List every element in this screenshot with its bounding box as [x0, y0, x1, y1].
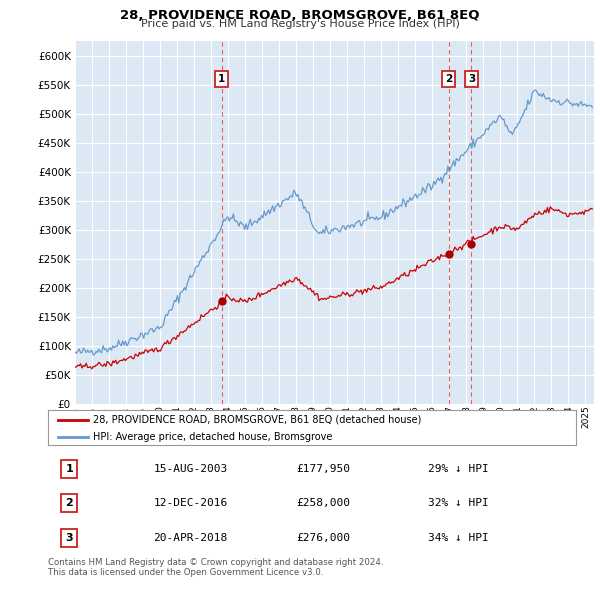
Text: 1: 1	[218, 74, 226, 84]
Text: £177,950: £177,950	[296, 464, 350, 474]
Text: 2: 2	[445, 74, 452, 84]
Text: 15-AUG-2003: 15-AUG-2003	[154, 464, 228, 474]
Text: 29% ↓ HPI: 29% ↓ HPI	[428, 464, 489, 474]
Text: 1: 1	[65, 464, 73, 474]
Text: HPI: Average price, detached house, Bromsgrove: HPI: Average price, detached house, Brom…	[93, 432, 332, 441]
Text: 32% ↓ HPI: 32% ↓ HPI	[428, 498, 489, 508]
Text: 28, PROVIDENCE ROAD, BROMSGROVE, B61 8EQ (detached house): 28, PROVIDENCE ROAD, BROMSGROVE, B61 8EQ…	[93, 415, 421, 425]
Text: Contains HM Land Registry data © Crown copyright and database right 2024.
This d: Contains HM Land Registry data © Crown c…	[48, 558, 383, 577]
Text: 2: 2	[65, 498, 73, 508]
Text: 3: 3	[468, 74, 475, 84]
Text: 3: 3	[65, 533, 73, 543]
Text: £276,000: £276,000	[296, 533, 350, 543]
Text: 20-APR-2018: 20-APR-2018	[154, 533, 228, 543]
Text: 34% ↓ HPI: 34% ↓ HPI	[428, 533, 489, 543]
Text: 12-DEC-2016: 12-DEC-2016	[154, 498, 228, 508]
Text: £258,000: £258,000	[296, 498, 350, 508]
Text: 28, PROVIDENCE ROAD, BROMSGROVE, B61 8EQ: 28, PROVIDENCE ROAD, BROMSGROVE, B61 8EQ	[120, 9, 480, 22]
Text: Price paid vs. HM Land Registry's House Price Index (HPI): Price paid vs. HM Land Registry's House …	[140, 19, 460, 30]
